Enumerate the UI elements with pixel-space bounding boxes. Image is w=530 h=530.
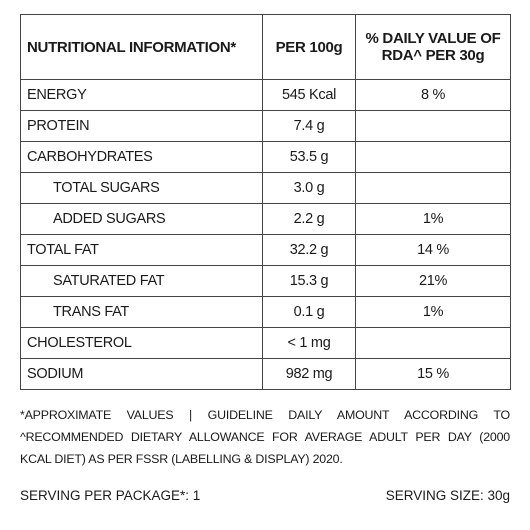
nutrient-label: PROTEIN (20, 110, 263, 142)
nutrient-label: CHOLESTEROL (20, 327, 263, 359)
header-cell: % DAILY VALUE OF RDA^ PER 30g (355, 14, 511, 80)
rda-value: 15 % (355, 358, 511, 390)
nutrient-label: TRANS FAT (20, 296, 263, 328)
per-100g: 2.2 g (262, 203, 356, 235)
nutrient-label: ENERGY (20, 79, 263, 111)
nutrient-label: TOTAL FAT (20, 234, 263, 266)
serving-size: SERVING SIZE: 30g (385, 488, 510, 503)
header-row: NUTRITIONAL INFORMATION* PER 100g % DAIL… (20, 14, 511, 80)
per-100g: < 1 mg (262, 327, 356, 359)
per-100g: 15.3 g (262, 265, 356, 297)
rda-value (355, 110, 511, 142)
table-row: SATURATED FAT 15.3 g 21% (20, 265, 511, 297)
rda-value: 1% (355, 203, 511, 235)
rda-value: 21% (355, 265, 511, 297)
rda-value (355, 172, 511, 204)
rda-value (355, 327, 511, 359)
header-line: % DAILY VALUE OF (365, 30, 501, 47)
header-cell: NUTRITIONAL INFORMATION* (20, 14, 263, 80)
rda-value: 8 % (355, 79, 511, 111)
table-row: CHOLESTEROL < 1 mg (20, 327, 511, 359)
per-100g: 982 mg (262, 358, 356, 390)
table-row: TOTAL SUGARS 3.0 g (20, 172, 511, 204)
nutrient-label: TOTAL SUGARS (20, 172, 263, 204)
per-100g: 7.4 g (262, 110, 356, 142)
serving-per-package: SERVING PER PACKAGE*: 1 (20, 488, 201, 503)
nutrient-label: CARBOHYDRATES (20, 141, 263, 173)
table-row: ENERGY 545 Kcal 8 % (20, 79, 511, 111)
table-row: PROTEIN 7.4 g (20, 110, 511, 142)
per-100g: 3.0 g (262, 172, 356, 204)
rda-value: 14 % (355, 234, 511, 266)
table-row: TOTAL FAT 32.2 g 14 % (20, 234, 511, 266)
footnote-line: *APPROXIMATE VALUES | GUIDELINE DAILY AM… (20, 408, 510, 422)
nutrient-label: SATURATED FAT (20, 265, 263, 297)
per-100g: 545 Kcal (262, 79, 356, 111)
footnote-line: KCAL DIET) AS PER FSSR (LABELLING & DISP… (20, 452, 343, 466)
per-100g: 0.1 g (262, 296, 356, 328)
serving-info: SERVING PER PACKAGE*: 1 SERVING SIZE: 30… (20, 488, 510, 503)
rda-value: 1% (355, 296, 511, 328)
per-100g: 53.5 g (262, 141, 356, 173)
header-cell: PER 100g (262, 14, 356, 80)
table-row: ADDED SUGARS 2.2 g 1% (20, 203, 511, 235)
per-100g: 32.2 g (262, 234, 356, 266)
footnote: *APPROXIMATE VALUES | GUIDELINE DAILY AM… (20, 404, 510, 470)
table-row: CARBOHYDRATES 53.5 g (20, 141, 511, 173)
nutrition-table-wrap: NUTRITIONAL INFORMATION* PER 100g % DAIL… (20, 14, 511, 390)
header-line: RDA^ PER 30g (381, 47, 485, 64)
footnote-line: ^RECOMMENDED DIETARY ALLOWANCE FOR AVERA… (20, 430, 510, 444)
nutrition-table: NUTRITIONAL INFORMATION* PER 100g % DAIL… (20, 14, 511, 390)
nutrient-label: ADDED SUGARS (20, 203, 263, 235)
table-row: TRANS FAT 0.1 g 1% (20, 296, 511, 328)
table-body: ENERGY 545 Kcal 8 % PROTEIN 7.4 g CARBOHYDRAT… (20, 79, 511, 390)
nutrient-label: SODIUM (20, 358, 263, 390)
rda-value (355, 141, 511, 173)
table-row: SODIUM 982 mg 15 % (20, 358, 511, 390)
